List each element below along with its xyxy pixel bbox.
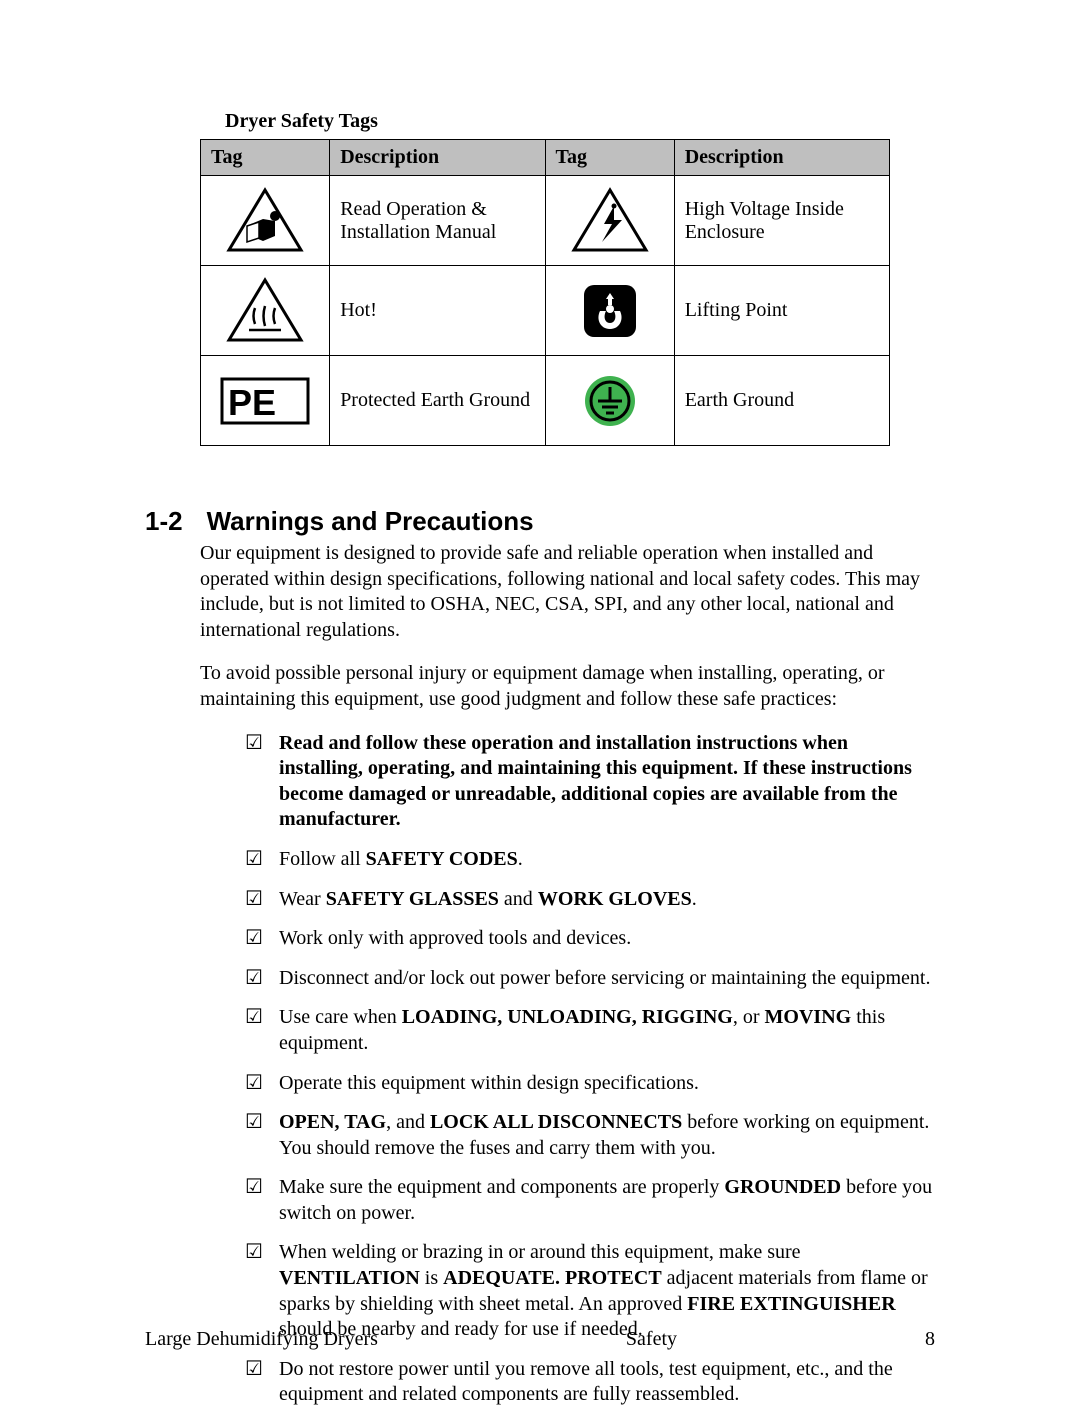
lifting-point-icon xyxy=(556,283,664,339)
tag-hot xyxy=(201,266,330,356)
checklist-item: Use care when LOADING, UNLOADING, RIGGIN… xyxy=(245,1005,935,1056)
tag-high-voltage xyxy=(545,176,674,266)
footer-center: Safety xyxy=(626,1328,677,1351)
high-voltage-icon xyxy=(556,186,664,256)
table-row: Read Operation & Installation Manual Hig… xyxy=(201,176,890,266)
tag-lifting-point xyxy=(545,266,674,356)
footer-right: 8 xyxy=(925,1328,935,1351)
checklist-item: Make sure the equipment and components a… xyxy=(245,1175,935,1226)
checklist-item: OPEN, TAG, and LOCK ALL DISCONNECTS befo… xyxy=(245,1110,935,1161)
desc-lifting-point: Lifting Point xyxy=(674,266,889,356)
checklist-item: Operate this equipment within design spe… xyxy=(245,1071,935,1097)
tag-read-manual xyxy=(201,176,330,266)
table-row: PE Protected Earth Ground Earth Ground xyxy=(201,356,890,446)
th-tag-2: Tag xyxy=(545,140,674,176)
checklist-item: Read and follow these operation and inst… xyxy=(245,731,935,833)
th-tag-1: Tag xyxy=(201,140,330,176)
checklist-item: Work only with approved tools and device… xyxy=(245,926,935,952)
section-title: Warnings and Precautions xyxy=(207,506,534,537)
desc-high-voltage: High Voltage Inside Enclosure xyxy=(674,176,889,266)
th-desc-1: Description xyxy=(330,140,545,176)
checklist-item: Wear SAFETY GLASSES and WORK GLOVES. xyxy=(245,887,935,913)
section-para-2: To avoid possible personal injury or equ… xyxy=(200,661,935,712)
safety-checklist: Read and follow these operation and inst… xyxy=(245,731,935,1408)
earth-ground-icon xyxy=(556,373,664,429)
hot-icon xyxy=(211,276,319,346)
desc-read-manual: Read Operation & Installation Manual xyxy=(330,176,545,266)
checklist-item: Follow all SAFETY CODES. xyxy=(245,847,935,873)
tag-earth-ground xyxy=(545,356,674,446)
checklist-item: Do not restore power until you remove al… xyxy=(245,1357,935,1408)
read-manual-icon xyxy=(211,186,319,256)
checklist-item: Disconnect and/or lock out power before … xyxy=(245,966,935,992)
table-title: Dryer Safety Tags xyxy=(225,110,935,133)
th-desc-2: Description xyxy=(674,140,889,176)
page-footer: Large Dehumidifying Dryers Safety 8 xyxy=(145,1328,935,1351)
table-header-row: Tag Description Tag Description xyxy=(201,140,890,176)
section-para-1: Our equipment is designed to provide saf… xyxy=(200,541,935,643)
footer-left: Large Dehumidifying Dryers xyxy=(145,1328,378,1351)
desc-earth-ground: Earth Ground xyxy=(674,356,889,446)
safety-tags-table: Tag Description Tag Description Read Ope… xyxy=(200,139,890,446)
desc-pe-ground: Protected Earth Ground xyxy=(330,356,545,446)
pe-ground-icon: PE xyxy=(211,377,319,425)
section-number: 1-2 xyxy=(145,506,183,537)
section-heading: 1-2 Warnings and Precautions xyxy=(145,506,935,537)
desc-hot: Hot! xyxy=(330,266,545,356)
tag-pe-ground: PE xyxy=(201,356,330,446)
table-row: Hot! Lifting Point xyxy=(201,266,890,356)
svg-text:PE: PE xyxy=(228,382,276,423)
